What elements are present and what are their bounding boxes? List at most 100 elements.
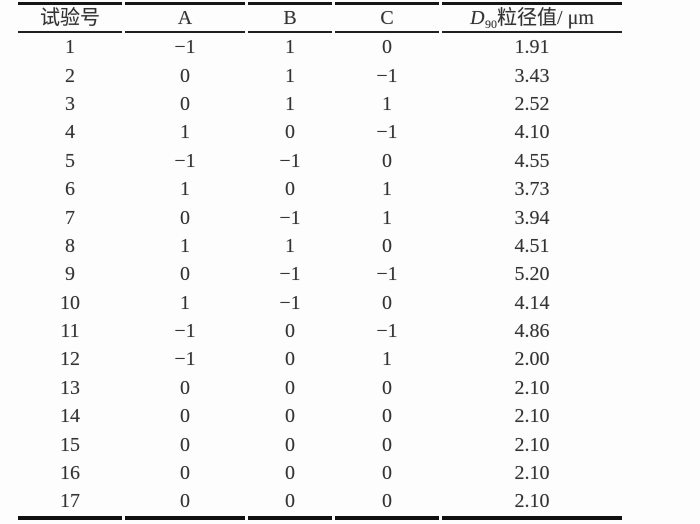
- cell-d90: 3.94: [514, 206, 550, 229]
- cell-A: 1: [180, 178, 190, 201]
- cell-A: 1: [180, 291, 190, 314]
- cell-d90: 4.55: [514, 149, 550, 172]
- cell-B: 0: [248, 487, 332, 520]
- cell-A: −1: [174, 149, 196, 172]
- cell-B: −1: [279, 263, 301, 286]
- cell-d90: 2.10: [514, 433, 550, 456]
- table-body: 1 −1 1 0 1.91 2 0 1 −1 3.43 3 0 1 1 2.52 4 1 0 −1 4.10 5 −1 −1…: [18, 33, 622, 520]
- d90-symbol: D: [470, 7, 486, 29]
- table-row: 3 0 1 1 2.52: [18, 90, 622, 118]
- table-row: 10 1 −1 0 4.14: [18, 289, 622, 317]
- cell-run: 8: [65, 234, 75, 257]
- cell-A: 0: [180, 462, 190, 485]
- cell-B: 0: [285, 121, 295, 144]
- cell-A: 1: [180, 121, 190, 144]
- cell-C: −1: [376, 263, 398, 286]
- cell-d90: 4.14: [514, 291, 550, 314]
- cell-B: −1: [279, 206, 301, 229]
- cell-C: 1: [382, 348, 392, 371]
- cell-d90: 2.10: [514, 462, 550, 485]
- cell-A: 0: [180, 92, 190, 115]
- cell-B: 1: [285, 92, 295, 115]
- table-row: 13 0 0 0 2.10: [18, 374, 622, 402]
- cell-run: 9: [65, 263, 75, 286]
- cell-B: 1: [285, 64, 295, 87]
- cell-d90: 4.10: [514, 121, 550, 144]
- cell-run: 17: [18, 487, 122, 520]
- d90-subscript: 90: [485, 17, 498, 31]
- cell-A: 0: [125, 487, 245, 520]
- cell-d90: 1.91: [514, 36, 550, 59]
- cell-C: −1: [376, 320, 398, 343]
- table-row: 1 −1 1 0 1.91: [18, 33, 622, 61]
- cell-run: 10: [60, 291, 80, 314]
- table-row: 4 1 0 −1 4.10: [18, 118, 622, 146]
- cell-run: 3: [65, 92, 75, 115]
- cell-B: 1: [285, 36, 295, 59]
- col-header-a: A: [125, 2, 245, 33]
- cell-run: 7: [65, 206, 75, 229]
- table-row: 6 1 0 1 3.73: [18, 175, 622, 203]
- table-row: 15 0 0 0 2.10: [18, 430, 622, 458]
- cell-A: 0: [180, 433, 190, 456]
- col-header-b: B: [248, 2, 332, 33]
- table-row: 7 0 −1 1 3.94: [18, 203, 622, 231]
- cell-C: 0: [382, 405, 392, 428]
- cell-d90: 2.10: [514, 376, 550, 399]
- cell-A: 1: [180, 234, 190, 257]
- cell-d90: 2.52: [514, 92, 550, 115]
- cell-A: 0: [180, 206, 190, 229]
- cell-run: 12: [60, 348, 80, 371]
- cell-A: 0: [180, 64, 190, 87]
- cell-run: 11: [60, 320, 80, 343]
- cell-run: 2: [65, 64, 75, 87]
- cell-C: 0: [382, 462, 392, 485]
- table-row: 12 −1 0 1 2.00: [18, 345, 622, 373]
- cell-d90: 4.51: [514, 234, 550, 257]
- cell-run: 16: [60, 462, 80, 485]
- cell-A: −1: [174, 36, 196, 59]
- cell-run: 4: [65, 121, 75, 144]
- cell-C: −1: [376, 121, 398, 144]
- col-header-run: 试验号: [18, 2, 122, 33]
- cell-run: 14: [60, 405, 80, 428]
- table-row: 16 0 0 0 2.10: [18, 459, 622, 487]
- cell-A: −1: [174, 348, 196, 371]
- header-row: 试验号 A B C D90粒径值/ μm: [18, 2, 622, 33]
- cell-d90: 2.00: [514, 348, 550, 371]
- cell-C: 0: [382, 36, 392, 59]
- table-row: 17 0 0 0 2.10: [18, 487, 622, 520]
- cell-d90: 3.73: [514, 178, 550, 201]
- cell-run: 15: [60, 433, 80, 456]
- table-row: 14 0 0 0 2.10: [18, 402, 622, 430]
- cell-B: −1: [279, 149, 301, 172]
- cell-run: 5: [65, 149, 75, 172]
- cell-C: 0: [382, 149, 392, 172]
- cell-C: 0: [335, 487, 439, 520]
- cell-run: 1: [65, 36, 75, 59]
- cell-d90: 2.10: [442, 487, 622, 520]
- experiment-design-table: 试验号 A B C D90粒径值/ μm 1 −1 1 0 1.91 2 0 1 −1 3.43 3…: [15, 2, 625, 520]
- cell-B: 0: [285, 178, 295, 201]
- cell-C: 1: [382, 206, 392, 229]
- cell-A: 0: [180, 405, 190, 428]
- cell-run: 13: [60, 376, 80, 399]
- cell-C: 1: [382, 92, 392, 115]
- cell-B: 0: [285, 376, 295, 399]
- cell-C: −1: [376, 64, 398, 87]
- cell-B: 1: [285, 234, 295, 257]
- table-row: 9 0 −1 −1 5.20: [18, 260, 622, 288]
- col-header-d90: D90粒径值/ μm: [442, 2, 622, 33]
- cell-C: 0: [382, 433, 392, 456]
- table-row: 5 −1 −1 0 4.55: [18, 147, 622, 175]
- cell-A: 0: [180, 376, 190, 399]
- cell-d90: 4.86: [514, 320, 550, 343]
- table-row: 2 0 1 −1 3.43: [18, 61, 622, 89]
- cell-B: 0: [285, 405, 295, 428]
- d90-label-rest: 粒径值/ μm: [497, 7, 594, 29]
- cell-A: 0: [180, 263, 190, 286]
- cell-C: 1: [382, 178, 392, 201]
- cell-B: 0: [285, 433, 295, 456]
- cell-d90: 3.43: [514, 64, 550, 87]
